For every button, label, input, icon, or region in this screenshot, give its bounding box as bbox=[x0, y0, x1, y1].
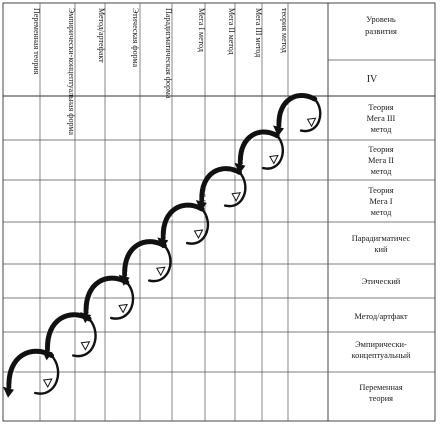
spiral-arc-lower bbox=[223, 171, 247, 208]
col-header-ethical: Этическая форма bbox=[131, 8, 140, 67]
spiral-turn-1 bbox=[3, 348, 60, 398]
row-label-empirical-line2: концептуальный bbox=[351, 351, 411, 360]
row-label-ethical: Этический bbox=[362, 277, 401, 286]
level-header: Уровень развития IV bbox=[365, 15, 397, 85]
spiral-arrowhead-hollow bbox=[42, 378, 53, 389]
diagram-frame bbox=[2, 2, 436, 422]
spiral-arc-lower bbox=[185, 207, 210, 245]
spiral-arc-upper bbox=[237, 129, 280, 166]
row-label-paradigmatic-line1: Парадигматичес bbox=[352, 234, 411, 243]
spiral-arc-upper bbox=[160, 202, 205, 240]
spiral-arrowhead bbox=[195, 200, 207, 212]
spiral-arrowhead bbox=[234, 162, 246, 174]
spiral-arc-upper bbox=[276, 93, 318, 128]
spiral-band-dash bbox=[204, 171, 240, 201]
row-label-mega-2-line1: Теория bbox=[368, 145, 393, 154]
spiral-arrowhead bbox=[157, 237, 169, 249]
col-header-variable-theory: Переменная теория bbox=[32, 8, 41, 75]
spiral-arc-upper bbox=[122, 239, 167, 278]
column-dividers bbox=[39, 3, 329, 421]
row-label-mega-2-line2: Мега II bbox=[368, 156, 394, 165]
level-roman: IV bbox=[367, 74, 378, 85]
col-header-paradigmatic: Парадигматическая форма bbox=[164, 8, 173, 99]
level-title-line2: развития bbox=[365, 27, 397, 36]
row-label-mega-3-line2: Мега III bbox=[367, 114, 396, 123]
spiral-arrowhead bbox=[118, 274, 130, 286]
spiral-arrowhead-hollow bbox=[269, 154, 279, 165]
spiral-arrowhead-hollow bbox=[306, 117, 317, 128]
spiral-arc-lower bbox=[261, 134, 284, 170]
col-header-mega-1: Мега I метод bbox=[197, 8, 206, 52]
spiral-turn-2 bbox=[41, 312, 97, 361]
spiral-arc-lower bbox=[299, 97, 322, 133]
level-title-line1: Уровень bbox=[366, 15, 396, 24]
spiral-arc-upper bbox=[199, 166, 242, 203]
row-label-variable-theory-line1: Переменная bbox=[359, 383, 402, 392]
spiral-arc-lower bbox=[147, 244, 172, 283]
row-label-mega-2-line3: метод bbox=[371, 167, 393, 176]
spiral-band-dash bbox=[88, 281, 128, 313]
row-label-mega-1-line1: Теория bbox=[368, 186, 393, 195]
col-header-mega-3: Мега III метод bbox=[254, 8, 263, 57]
col-header-theory-method: теория метод bbox=[280, 8, 289, 53]
row-label-empirical-line1: Эмпирически- bbox=[355, 340, 407, 349]
development-spiral bbox=[3, 93, 322, 398]
col-header-method-artifact: Метод/артефакт bbox=[97, 8, 106, 63]
spiral-arrowhead-hollow bbox=[156, 266, 166, 277]
spiral-arrowhead bbox=[80, 312, 92, 324]
spiral-turn-6 bbox=[195, 166, 247, 212]
spiral-turn-5 bbox=[157, 202, 210, 249]
row-label-mega-1-line2: Мега I bbox=[369, 197, 392, 206]
spiral-arrowhead-hollow bbox=[193, 229, 204, 240]
spiral-turn-7 bbox=[234, 129, 284, 174]
spiral-turn-4 bbox=[118, 239, 172, 286]
spiral-turn-8 bbox=[273, 93, 322, 137]
spiral-band-dash bbox=[165, 207, 203, 238]
spiral-arrowhead-hollow bbox=[80, 341, 91, 351]
row-label-mega-3-line3: метод bbox=[371, 125, 393, 134]
spiral-arc-lower bbox=[109, 281, 135, 320]
column-headers: Переменная теория Эмпирически-концептуал… bbox=[32, 8, 289, 135]
spiral-arrowhead bbox=[41, 349, 53, 361]
row-labels: Теория Мега III метод Теория Мега II мет… bbox=[351, 103, 411, 403]
spiral-arrowhead-hollow bbox=[118, 303, 128, 314]
spiral-arrowhead bbox=[3, 386, 14, 398]
row-dividers bbox=[3, 139, 435, 373]
spiral-band-dash bbox=[49, 317, 90, 350]
spiral-band-dash bbox=[126, 244, 165, 275]
spiral-arc-lower bbox=[72, 317, 97, 358]
spiral-arc-lower bbox=[34, 354, 60, 395]
row-label-variable-theory-line2: теория bbox=[369, 394, 393, 403]
col-header-empirical-conceptual: Эмпирически-концептуальная форма bbox=[67, 8, 76, 135]
row-label-paradigmatic-line2: кий bbox=[374, 245, 388, 254]
col-header-mega-2: Мега II метод bbox=[227, 8, 236, 55]
row-label-mega-3-line1: Теория bbox=[368, 103, 393, 112]
spiral-arrowhead-hollow bbox=[231, 192, 242, 202]
spiral-arrowhead bbox=[273, 125, 284, 137]
row-label-mega-1-line3: метод bbox=[371, 208, 393, 217]
row-label-method-artifact: Метод/артфакт bbox=[354, 312, 408, 321]
spiral-turn-3 bbox=[80, 275, 135, 324]
